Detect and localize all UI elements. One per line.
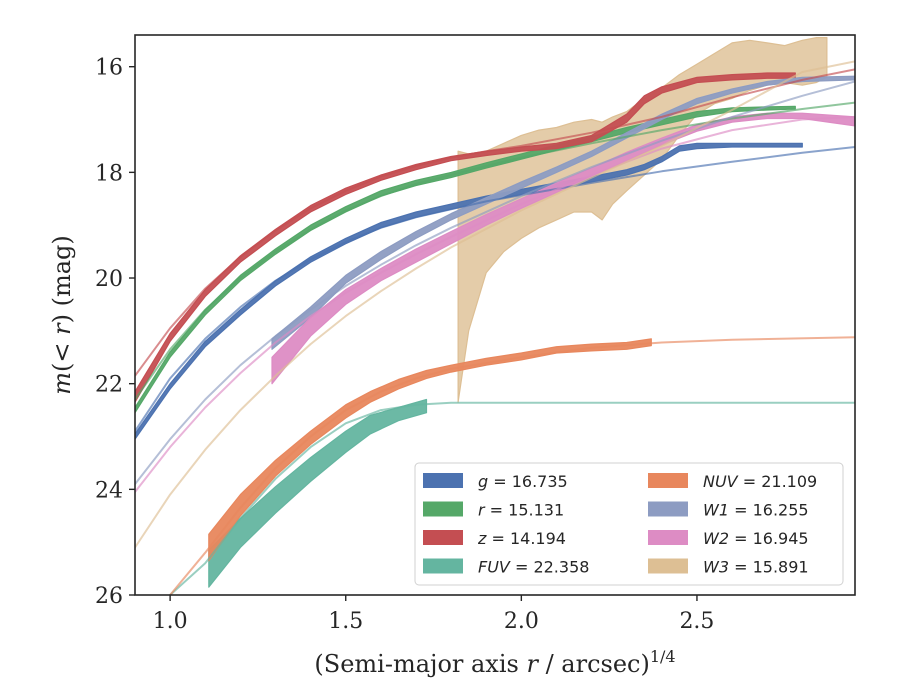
model-curve-w3 xyxy=(135,60,855,549)
legend-label-z: z = 14.194 xyxy=(477,529,566,548)
legend-swatch-w3 xyxy=(648,558,688,574)
plot-frame xyxy=(134,34,856,596)
legend-swatch-w1 xyxy=(648,501,688,517)
legend-swatch-fuv xyxy=(423,558,463,574)
y-tick-label: 26 xyxy=(95,584,123,609)
model-curve-r xyxy=(135,101,855,401)
legend-label-r: r = 15.131 xyxy=(478,501,564,520)
legend-label-w2: W2 = 16.945 xyxy=(703,529,809,548)
legend-label-w1: W1 = 16.255 xyxy=(703,501,809,520)
x-axis-title: (Semi-major axis r / arcsec)1/4 xyxy=(314,647,675,678)
model-curve-nuv xyxy=(169,336,855,595)
axis-ticks: 1.0 1.5 2.0 2.5 16 18 20 22 24 26 xyxy=(95,56,714,634)
y-axis-title: m(< r) (mag) xyxy=(48,235,76,395)
model-curve-g xyxy=(135,146,855,433)
legend-swatch-z xyxy=(423,530,463,545)
model-curves xyxy=(135,60,855,595)
measured-band-w1 xyxy=(271,75,855,350)
legend-swatch-g xyxy=(423,473,463,488)
y-tick-label: 16 xyxy=(95,56,123,81)
x-tick-label: 1.0 xyxy=(153,609,188,634)
legend-swatch-w2 xyxy=(648,530,688,545)
model-curve-z xyxy=(135,68,855,377)
legend-swatch-nuv xyxy=(648,473,688,488)
model-curve-w2 xyxy=(135,115,855,493)
legend-label-fuv: FUV = 22.358 xyxy=(478,558,589,577)
legend-box xyxy=(414,462,844,586)
y-tick-label: 22 xyxy=(95,373,123,398)
legend: g = 16.735 r = 15.131 z = 14.194 FUV = 22.3… xyxy=(414,462,844,586)
x-tick-label: 2.5 xyxy=(679,609,714,634)
y-tick-label: 18 xyxy=(95,161,123,186)
x-tick-label: 2.0 xyxy=(504,609,539,634)
legend-label-nuv: NUV = 21.109 xyxy=(703,472,817,491)
legend-label-w3: W3 = 15.891 xyxy=(703,558,809,577)
legend-label-g: g = 16.735 xyxy=(478,472,568,491)
x-tick-label: 1.5 xyxy=(328,609,363,634)
legend-swatch-r xyxy=(423,501,463,517)
measured-band-fuv xyxy=(208,398,428,588)
y-tick-label: 24 xyxy=(95,478,123,503)
model-curve-fuv xyxy=(169,401,855,595)
y-tick-label: 20 xyxy=(95,267,123,292)
measured-band-w2 xyxy=(271,112,855,385)
